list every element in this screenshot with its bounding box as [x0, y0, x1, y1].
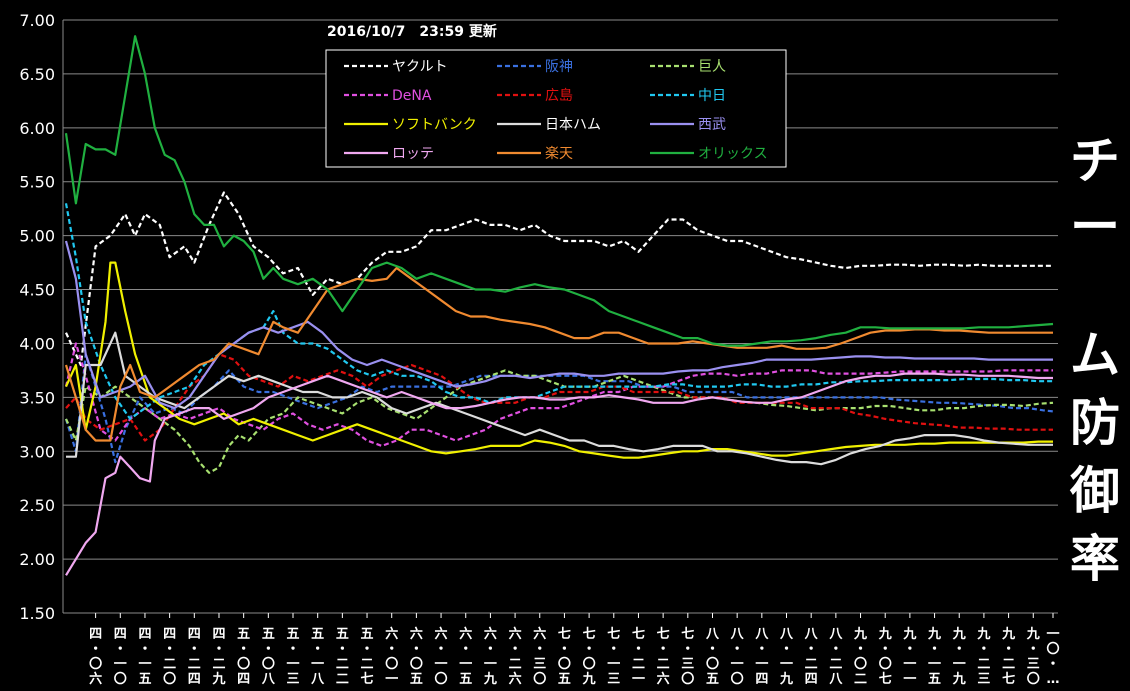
x-tick-label: 七・三〇: [681, 627, 694, 687]
series-lines: [64, 35, 1054, 576]
legend-label-5: 中日: [698, 88, 726, 104]
legend-label-6: ソフトバンク: [392, 117, 477, 133]
y-tick-label: 7.00: [19, 11, 55, 30]
series-line-9: [65, 372, 1053, 576]
update-timestamp: 2016/10/7 23:59 更新: [327, 23, 497, 40]
x-tick-label: 四・二〇: [163, 627, 176, 687]
y-tick-label: 4.00: [19, 334, 55, 353]
x-tick-label: 四・一〇: [114, 627, 127, 687]
x-tick-label: 九・二三: [976, 627, 990, 687]
x-tick-label: 八・二四: [804, 627, 819, 687]
x-tick-label: 九・〇二: [853, 627, 867, 687]
series-line-3: [64, 342, 1053, 447]
x-tick-label: 七・一三: [607, 627, 620, 687]
x-tick-label: 四・二四: [188, 627, 201, 687]
legend-label-0: ヤクルト: [392, 59, 448, 75]
x-tick-label: 五・〇四: [237, 627, 250, 687]
x-tick-label: 六・一〇: [435, 626, 448, 687]
x-tick-label: 四・二九: [211, 627, 225, 687]
x-tick-label: 四・〇六: [89, 627, 102, 687]
y-tick-label: 2.50: [19, 496, 55, 515]
y-tick-label: 2.00: [19, 550, 55, 569]
series-line-4: [65, 353, 1053, 442]
x-tick-label: 八・一〇: [730, 627, 745, 687]
x-tick-label: 五・二七: [361, 627, 374, 687]
series-line-8: [64, 240, 1053, 410]
x-tick-label: 七・〇九: [582, 627, 596, 687]
x-tick-label: 五・一八: [310, 627, 325, 687]
series-line-7: [66, 331, 1053, 466]
x-tick-label: 八・一四: [754, 627, 769, 687]
x-tick-label: 八・二八: [828, 627, 843, 687]
legend-label-7: 日本ハム: [545, 117, 601, 133]
y-tick-label: 5.00: [19, 227, 55, 246]
side-title: チーム防御率: [1069, 131, 1120, 588]
legend-label-4: 広島: [545, 88, 573, 104]
y-tick-label: 3.00: [19, 442, 55, 461]
x-tick-label: 五・〇八: [261, 627, 276, 687]
x-tick-label: 七・二一: [632, 627, 645, 687]
x-tick-label: 六・一九: [483, 626, 497, 687]
y-tick-label: 1.50: [19, 604, 55, 623]
x-tick-label: 九・一一: [902, 627, 916, 687]
x-tick-label: 一〇・…: [1046, 627, 1059, 687]
y-tick-label: 5.50: [19, 173, 55, 192]
x-axis-ticks: 四・〇六四・一〇四・一五四・二〇四・二四四・二九五・〇四五・〇八五・一三五・一八…: [89, 613, 1060, 687]
series-line-10: [64, 266, 1053, 442]
x-tick-label: 六・一五: [459, 626, 472, 687]
x-tick-label: 九・一九: [952, 627, 966, 687]
y-tick-label: 4.50: [19, 281, 55, 300]
legend-label-9: ロッテ: [392, 146, 434, 162]
x-tick-label: 六・二六: [509, 626, 522, 687]
series-line-11: [64, 35, 1054, 347]
x-tick-label: 九・一五: [927, 627, 941, 687]
x-tick-label: 七・〇五: [558, 627, 571, 687]
series-line-2: [65, 369, 1054, 474]
legend-label-10: 楽天: [545, 146, 573, 162]
x-tick-label: 九・〇七: [878, 627, 892, 687]
x-tick-label: 四・一五: [138, 627, 151, 687]
x-tick-label: 六・三〇: [533, 626, 546, 687]
series-line-0: [64, 191, 1053, 367]
legend-label-3: DeNA: [392, 88, 432, 104]
legend-label-2: 巨人: [698, 59, 726, 75]
y-tick-label: 3.50: [19, 388, 55, 407]
x-tick-label: 五・一三: [287, 627, 300, 687]
x-tick-label: 六・〇五: [410, 626, 423, 687]
legend-label-11: オリックス: [698, 146, 768, 162]
legend-label-1: 阪神: [545, 59, 573, 75]
legend-label-8: 西武: [698, 117, 726, 133]
y-axis-ticks: 1.50 2.00 2.50 3.00 3.50 4.00 4.50 5.00 5.50 6.00…: [19, 11, 55, 623]
x-tick-label: 八・一九: [779, 627, 794, 687]
y-tick-label: 6.00: [19, 119, 55, 138]
legend-box: [325, 49, 787, 168]
x-tick-label: 九・二七: [1001, 627, 1015, 687]
x-tick-label: 五・二二: [336, 627, 349, 687]
x-tick-label: 六・〇一: [385, 626, 398, 687]
y-tick-label: 6.50: [19, 65, 55, 84]
side-title-text: チーム防御率: [1069, 131, 1120, 588]
x-tick-label: 七・二六: [657, 627, 670, 687]
x-tick-label: 九・三〇: [1026, 627, 1040, 687]
x-tick-label: 八・〇五: [705, 627, 720, 687]
